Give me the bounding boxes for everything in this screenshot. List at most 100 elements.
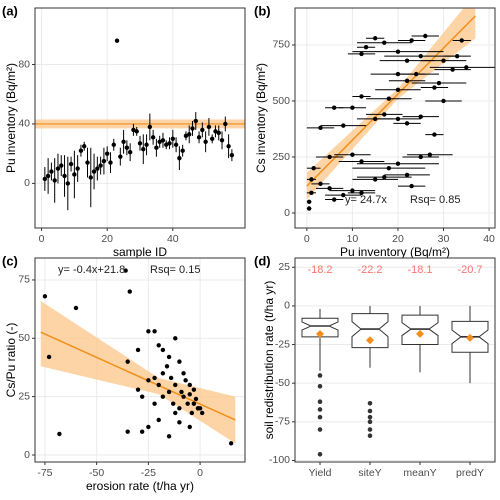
x-axis-title: sample ID	[113, 245, 167, 259]
point	[118, 154, 123, 159]
point	[450, 67, 455, 72]
point	[82, 144, 87, 149]
point	[193, 396, 199, 402]
plot-area	[35, 258, 245, 462]
point	[101, 158, 107, 164]
y-tick-label: 25	[18, 390, 30, 402]
y-tick-label: 0	[284, 300, 290, 312]
point	[147, 124, 153, 130]
point	[160, 394, 166, 399]
y-tick-label: -50	[275, 377, 290, 389]
outlier	[367, 419, 373, 425]
point	[111, 142, 116, 147]
point	[395, 161, 401, 166]
point	[404, 172, 410, 178]
point	[160, 347, 166, 353]
y-tick-label: 0	[24, 449, 30, 461]
panel-border	[34, 257, 246, 463]
panel-label: (c)	[2, 253, 18, 268]
point	[216, 130, 221, 136]
point	[350, 188, 355, 193]
annotation: Rsq= 0.15	[150, 264, 200, 276]
y-tick-label: 0	[284, 207, 290, 219]
x-tick-label: 40	[167, 233, 179, 245]
outlier	[317, 407, 323, 412]
point	[177, 155, 182, 161]
y-tick-label: 25	[278, 261, 290, 273]
point	[121, 139, 126, 144]
point	[57, 431, 62, 437]
point	[199, 410, 205, 416]
point	[150, 135, 156, 140]
point	[173, 410, 178, 416]
point	[68, 161, 74, 167]
point	[200, 127, 205, 133]
point	[306, 206, 312, 211]
mean-marker	[416, 329, 424, 338]
x-tick-label: Yield	[309, 467, 332, 479]
point	[135, 387, 141, 392]
annotation: y= 24.7x	[345, 194, 387, 206]
x-tick-label: predY	[456, 467, 484, 479]
point	[359, 94, 364, 99]
point	[127, 149, 133, 155]
point	[42, 294, 48, 299]
point	[196, 135, 202, 140]
point	[409, 183, 414, 189]
point	[191, 401, 197, 406]
point	[464, 65, 469, 70]
x-tick-label: 10	[347, 233, 359, 245]
point	[436, 80, 442, 86]
point	[157, 139, 162, 144]
y-tick-label: 40	[18, 118, 30, 130]
point	[423, 33, 428, 39]
point	[152, 375, 157, 381]
point	[49, 169, 54, 174]
point	[55, 166, 61, 171]
point	[190, 126, 195, 131]
point	[170, 136, 176, 142]
point	[187, 424, 192, 430]
x-axis-title: erosion rate (t/ha yr)	[86, 479, 194, 493]
point	[350, 105, 355, 110]
point	[404, 78, 410, 84]
point	[382, 174, 387, 180]
outlier	[317, 383, 323, 389]
point	[156, 343, 161, 348]
point	[395, 49, 401, 54]
x-tick-label: 0	[39, 233, 45, 245]
x-tick-label: 20	[392, 233, 404, 245]
y-tick-label: -100	[269, 454, 290, 466]
point	[134, 129, 139, 134]
x-tick-label: -75	[37, 467, 52, 479]
point	[359, 190, 364, 196]
point	[114, 38, 120, 43]
y-axis-title: Cs inventory (Bq/m²)	[254, 63, 268, 173]
x-tick-label: 0	[197, 467, 203, 479]
y-axis-title: soil redistribution rate (t/ha yr)	[262, 281, 276, 440]
outlier	[367, 414, 373, 420]
mean-marker	[316, 330, 324, 339]
point	[418, 154, 423, 160]
point	[311, 165, 316, 171]
panel-background	[295, 258, 495, 462]
point	[183, 378, 188, 383]
point	[125, 359, 130, 364]
point	[386, 96, 392, 101]
y-axis-title: Cs/Pu ratio (-)	[4, 323, 18, 398]
outlier	[317, 399, 323, 405]
point	[139, 394, 145, 399]
point	[229, 152, 235, 158]
point	[341, 123, 346, 128]
point	[395, 87, 401, 92]
point	[395, 71, 401, 77]
y-tick-label: 250	[272, 151, 290, 163]
panel-background	[35, 8, 245, 228]
point	[309, 177, 314, 182]
point	[177, 406, 182, 411]
x-tick-label: meanY	[403, 467, 436, 479]
point	[409, 38, 414, 43]
x-axis-title: Pu inventory (Bq/m²)	[340, 245, 450, 259]
point	[327, 186, 332, 191]
